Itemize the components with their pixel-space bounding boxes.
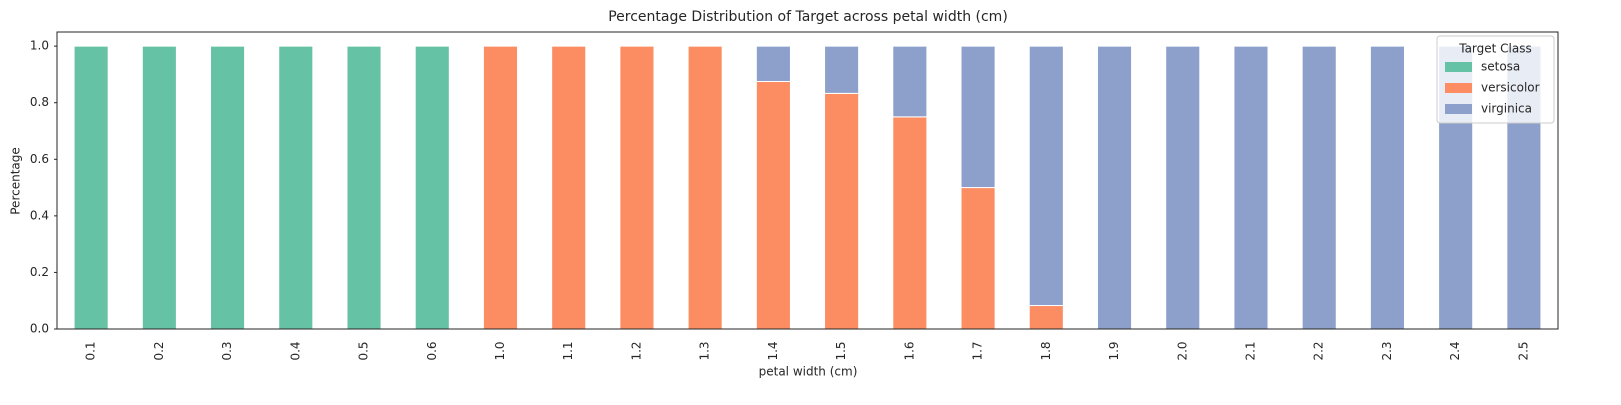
bar-segment [755, 81, 791, 330]
y-tick-label: 0.0 [30, 322, 49, 336]
bar-segment [278, 45, 314, 330]
x-tick-label: 1.5 [834, 341, 848, 360]
bar-segment [210, 45, 246, 330]
bar-segment [960, 187, 996, 330]
bar-segment [1165, 45, 1201, 330]
y-tick-label: 1.0 [30, 39, 49, 53]
plot-frame [56, 31, 1559, 330]
bar-segment [482, 45, 519, 330]
bar-segment [1096, 45, 1133, 330]
y-tick-label: 0.4 [30, 208, 49, 222]
y-tick-label: 0.2 [30, 265, 49, 279]
bar-segment [1301, 45, 1337, 330]
x-tick-label: 0.1 [84, 341, 98, 360]
x-tick-label: 2.2 [1312, 341, 1326, 360]
legend-label: setosa [1481, 60, 1520, 74]
bar-segment [824, 92, 860, 330]
bar-segment [892, 116, 928, 330]
bar-segment [1233, 45, 1269, 330]
bar-segment [824, 45, 860, 94]
x-axis-label: petal width (cm) [759, 365, 858, 379]
bar-segment [687, 45, 723, 330]
legend-label: virginica [1481, 102, 1532, 116]
x-tick-label: 1.3 [698, 341, 712, 360]
bar-segment [960, 45, 996, 189]
bar-segment [1028, 45, 1064, 307]
legend-swatch [1445, 62, 1472, 72]
bar-segment [619, 45, 655, 330]
bar-segment [414, 45, 450, 330]
x-tick-label: 1.4 [766, 341, 780, 360]
x-tick-label: 0.3 [220, 341, 234, 360]
y-tick-label: 0.8 [30, 95, 49, 109]
x-tick-label: 1.6 [902, 341, 916, 360]
x-tick-label: 1.7 [971, 341, 985, 360]
x-tick-label: 0.5 [357, 341, 371, 360]
legend-swatch [1445, 83, 1472, 93]
y-axis-label: Percentage [9, 147, 23, 215]
y-tick-label: 0.6 [30, 152, 49, 166]
x-tick-label: 2.3 [1380, 341, 1394, 360]
x-tick-label: 1.0 [493, 341, 507, 360]
x-tick-label: 1.1 [561, 341, 575, 360]
bar-segment [73, 45, 109, 330]
x-tick-label: 2.4 [1448, 341, 1462, 360]
bar-segment [755, 45, 791, 82]
x-tick-label: 1.8 [1039, 341, 1053, 360]
bar-segment [551, 45, 587, 330]
legend-label: versicolor [1481, 81, 1540, 95]
legend-box [1436, 35, 1555, 124]
chart-title: Percentage Distribution of Target across… [608, 9, 1008, 25]
legend-swatch [1445, 104, 1472, 114]
x-tick-label: 0.6 [425, 341, 439, 360]
bar-segment [1028, 305, 1064, 330]
bar-segment [346, 45, 382, 330]
x-tick-label: 0.2 [152, 341, 166, 360]
x-tick-label: 2.5 [1516, 341, 1530, 360]
bar-segment [141, 45, 177, 330]
x-tick-label: 1.9 [1107, 341, 1121, 360]
x-tick-label: 2.0 [1175, 341, 1189, 360]
bar-segment [892, 45, 928, 118]
x-tick-label: 2.1 [1243, 341, 1257, 360]
x-tick-label: 1.2 [629, 341, 643, 360]
bar-segment [1369, 45, 1405, 330]
legend-title: Target Class [1458, 42, 1532, 56]
x-tick-label: 0.4 [288, 341, 302, 360]
